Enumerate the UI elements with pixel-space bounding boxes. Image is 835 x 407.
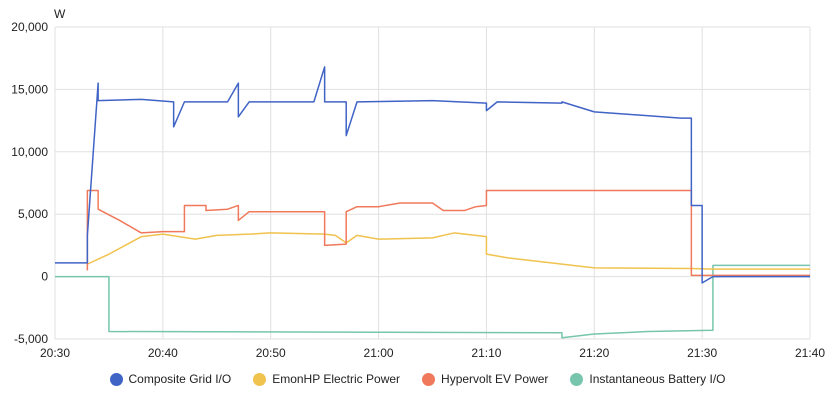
legend-swatch [570,372,584,386]
x-tick-label: 21:00 [364,346,394,360]
legend-label: Instantaneous Battery I/O [589,372,726,386]
legend-swatch [109,372,123,386]
x-tick-label: 21:10 [471,346,501,360]
series-line [55,264,810,339]
y-tick-label: 5,000 [18,207,48,221]
legend-item[interactable]: Instantaneous Battery I/O [570,372,725,386]
legend-swatch [253,372,267,386]
series-line [55,66,810,284]
x-tick-label: 21:40 [795,346,825,360]
y-tick-label: 0 [41,270,48,284]
x-tick-label: 20:40 [148,346,178,360]
x-tick-label: 21:30 [687,346,717,360]
legend-label: EmonHP Electric Power [272,372,401,386]
legend-label: Composite Grid I/O [128,372,232,386]
legend-item[interactable]: Hypervolt EV Power [422,372,548,386]
legend-swatch [422,372,436,386]
y-axis-label: W [54,7,66,21]
legend: Composite Grid I/O EmonHP Electric Power H… [0,372,835,386]
x-tick-label: 20:30 [40,346,70,360]
legend-item[interactable]: EmonHP Electric Power [253,372,400,386]
y-tick-label: -5,000 [14,332,48,346]
series-line [86,189,810,277]
chart: W -5,000 0 5,000 10,000 15,000 20,000 20:30 20:… [11,7,825,360]
x-tick-label: 21:20 [579,346,609,360]
legend-label: Hypervolt EV Power [441,372,549,386]
y-tick-label: 15,000 [11,82,48,96]
y-tick-label: 10,000 [11,145,48,159]
x-tick-label: 20:50 [256,346,286,360]
series-line [87,232,810,270]
legend-item[interactable]: Composite Grid I/O [109,372,232,386]
y-tick-label: 20,000 [11,20,48,34]
